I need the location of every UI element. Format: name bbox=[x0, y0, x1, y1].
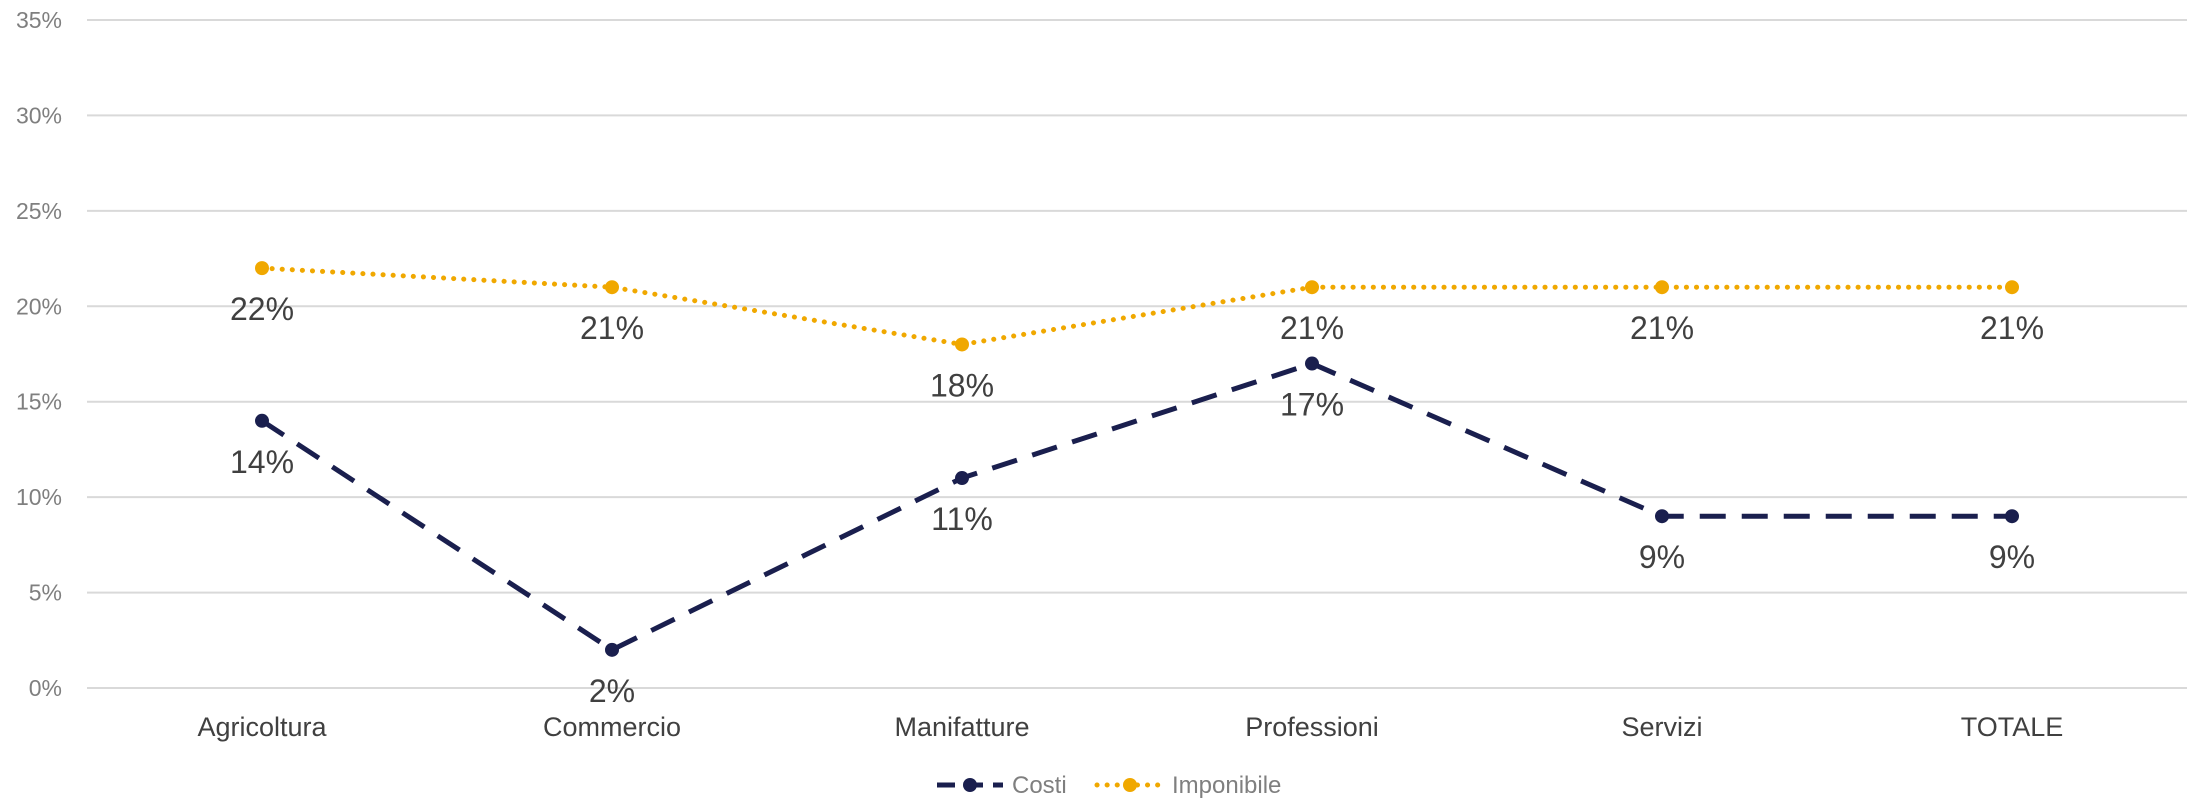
data-label-costi: 17% bbox=[1280, 387, 1344, 423]
series-line-imponibile bbox=[259, 265, 2015, 347]
legend-swatch-marker bbox=[963, 778, 977, 792]
series-group bbox=[255, 261, 2019, 657]
data-label-imponibile: 21% bbox=[1280, 310, 1344, 346]
x-tick-label: TOTALE bbox=[1961, 712, 2064, 742]
y-tick-label: 10% bbox=[16, 484, 62, 510]
data-point-costi bbox=[1655, 509, 1669, 524]
data-point-imponibile bbox=[1655, 280, 1669, 295]
data-point-costi bbox=[605, 642, 619, 657]
series-imponibile bbox=[255, 261, 2019, 352]
data-point-imponibile bbox=[955, 337, 969, 352]
y-tick-label: 35% bbox=[16, 7, 62, 33]
legend-label: Costi bbox=[1012, 772, 1067, 799]
data-point-imponibile bbox=[605, 280, 619, 295]
data-label-costi: 9% bbox=[1989, 539, 2035, 575]
data-point-costi bbox=[955, 471, 969, 486]
data-label-imponibile: 22% bbox=[230, 291, 294, 327]
data-point-costi bbox=[255, 413, 269, 428]
data-point-imponibile bbox=[255, 261, 269, 276]
x-tick-label: Servizi bbox=[1621, 712, 1702, 742]
data-point-imponibile bbox=[1305, 280, 1319, 295]
data-label-costi: 2% bbox=[589, 673, 635, 709]
data-point-costi bbox=[1305, 356, 1319, 371]
y-tick-label: 0% bbox=[29, 675, 62, 701]
y-tick-label: 20% bbox=[16, 293, 62, 319]
data-label-costi: 14% bbox=[230, 444, 294, 480]
series-line-costi bbox=[260, 361, 2012, 653]
x-tick-label: Agricoltura bbox=[197, 712, 327, 742]
y-tick-label: 25% bbox=[16, 198, 62, 224]
data-labels: 22% 21% 18% 21% 21% 21% 14% 2% 11% 17% 9% 9% bbox=[230, 291, 2044, 709]
y-tick-label: 30% bbox=[16, 102, 62, 128]
data-label-costi: 9% bbox=[1639, 539, 1685, 575]
y-tick-label: 15% bbox=[16, 389, 62, 415]
legend-swatch-marker bbox=[1123, 778, 1137, 792]
legend-item-imponibile: Imponibile bbox=[1094, 772, 1281, 799]
legend: Costi Imponibile bbox=[937, 772, 1281, 799]
data-point-imponibile bbox=[2005, 280, 2019, 295]
x-axis-ticks: Agricoltura Commercio Manifatture Professio… bbox=[197, 712, 2063, 742]
y-tick-label: 5% bbox=[29, 580, 62, 606]
data-label-imponibile: 21% bbox=[1630, 310, 1694, 346]
data-label-imponibile: 21% bbox=[1980, 310, 2044, 346]
data-label-costi: 11% bbox=[931, 501, 993, 537]
legend-label: Imponibile bbox=[1172, 772, 1281, 799]
gridlines bbox=[87, 19, 2187, 689]
data-label-imponibile: 21% bbox=[580, 310, 644, 346]
y-axis-ticks: 0% 5% 10% 15% 20% 25% 30% 35% bbox=[16, 7, 62, 701]
data-point-costi bbox=[2005, 509, 2019, 524]
series-costi bbox=[255, 356, 2019, 657]
data-label-imponibile: 18% bbox=[930, 367, 994, 403]
x-tick-label: Commercio bbox=[543, 712, 681, 742]
x-tick-label: Professioni bbox=[1245, 712, 1379, 742]
x-tick-label: Manifatture bbox=[894, 712, 1029, 742]
legend-item-costi: Costi bbox=[937, 772, 1067, 799]
